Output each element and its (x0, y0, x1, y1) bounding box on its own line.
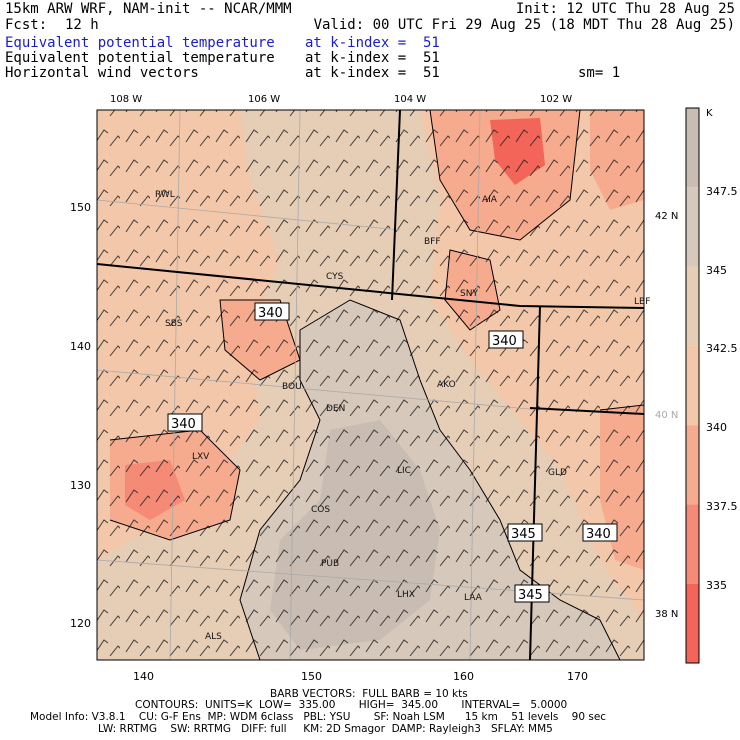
station-labels: RWL BFF AIA CYS SNY LBF SBS BOU DEN AKO … (155, 190, 650, 642)
contour-label: 340 (171, 417, 196, 432)
field-level-1: at k-index = 51 (305, 35, 440, 51)
station-rwl: RWL (155, 190, 175, 200)
station-gld: GLD (548, 468, 567, 478)
field-level-2: at k-index = 51 (305, 50, 440, 66)
y-tick: 130 (70, 479, 91, 492)
station-als: ALS (205, 632, 222, 642)
lon-label-108w: 108 W (110, 94, 143, 105)
x-tick: 170 (567, 670, 588, 683)
axis-labels: 140 150 160 170 150 140 130 120 42 N 40 … (70, 201, 678, 683)
colorbar-frame (685, 107, 700, 664)
lat-label: 42 N (655, 211, 678, 222)
y-tick: 120 (70, 617, 91, 630)
colorbar-tick: 342.5 (706, 342, 738, 355)
colorbar-ticks: 347.5 345 342.5 340 337.5 335 (706, 185, 738, 592)
model-info: Model Info: V3.8.1 CU: G-F Ens MP: WDM 6… (30, 711, 607, 723)
contour-label: 345 (518, 588, 543, 603)
station-sbs: SBS (165, 319, 183, 329)
lon-label-106w: 106 W (248, 94, 281, 105)
station-den: DEN (326, 404, 345, 414)
station-bff: BFF (424, 237, 441, 247)
station-aia: AIA (482, 195, 498, 205)
colorbar-swatch (686, 504, 699, 584)
station-sny: SNY (460, 289, 478, 299)
contour-label: 340 (492, 334, 517, 349)
contour-label: 340 (258, 306, 283, 321)
colorbar-tick: 345 (706, 264, 727, 277)
station-cos: COS (311, 505, 330, 515)
colorbar-unit: K (706, 108, 713, 119)
field-name-2: Equivalent potential temperature (5, 50, 275, 66)
theta-e-field (97, 110, 644, 660)
x-tick: 140 (133, 670, 154, 683)
forecast-label: Fcst: (5, 17, 48, 33)
colorbar-swatch (686, 583, 699, 663)
valid-time: Valid: 00 UTC Fri 29 Aug 25 (18 MDT Thu … (313, 17, 735, 33)
station-lic: LIC (397, 466, 411, 476)
contour-label: 345 (511, 527, 536, 542)
station-lxv: LXV (192, 452, 210, 462)
contour-label: 340 (586, 527, 611, 542)
field-level-3: at k-index = 51 (305, 65, 440, 81)
colorbar: K (685, 107, 713, 664)
station-cys: CYS (326, 272, 344, 282)
station-laa: LAA (464, 593, 483, 603)
colorbar-tick: 347.5 (706, 185, 738, 198)
station-lbf: LBF (634, 297, 650, 307)
colorbar-swatch (686, 425, 699, 505)
y-tick: 140 (70, 340, 91, 353)
colorbar-swatch (686, 266, 699, 346)
colorbar-tick: 335 (706, 579, 727, 592)
station-lhx: LHX (397, 590, 415, 600)
colorbar-swatch (686, 345, 699, 426)
lat-label: 40 N (655, 410, 678, 421)
station-ako: AKO (437, 380, 456, 390)
field-name-1: Equivalent potential temperature (5, 35, 275, 51)
contour-labels: 340 340 340 345 340 345 (167, 302, 618, 603)
lat-label: 38 N (655, 609, 678, 620)
field-name-3: Horizontal wind vectors (5, 65, 199, 81)
colorbar-swatch (686, 187, 699, 267)
x-tick: 160 (453, 670, 474, 683)
x-tick: 150 (301, 670, 322, 683)
barb-legend: BARB VECTORS: FULL BARB = 10 kts (270, 688, 468, 700)
station-bou: BOU (282, 382, 302, 392)
model-title: 15km ARW WRF, NAM-init -- NCAR/MMM (5, 1, 292, 17)
lon-label-102w: 102 W (540, 94, 573, 105)
forecast-hour: 12 h (65, 17, 99, 33)
colorbar-tick: 340 (706, 421, 727, 434)
y-tick: 150 (70, 201, 91, 214)
init-time: Init: 12 UTC Thu 28 Aug 25 (515, 1, 735, 17)
physics-info: LW: RRTMG SW: RRTMG DIFF: full KM: 2D Sm… (98, 723, 553, 735)
colorbar-tick: 337.5 (706, 500, 738, 513)
lon-label-104w: 104 W (394, 94, 427, 105)
contour-legend: CONTOURS: UNITS=K LOW= 335.00 HIGH= 345.… (135, 699, 568, 711)
smoothing-value: sm= 1 (578, 65, 621, 81)
colorbar-swatch (686, 108, 699, 188)
station-pub: PUB (321, 559, 339, 569)
